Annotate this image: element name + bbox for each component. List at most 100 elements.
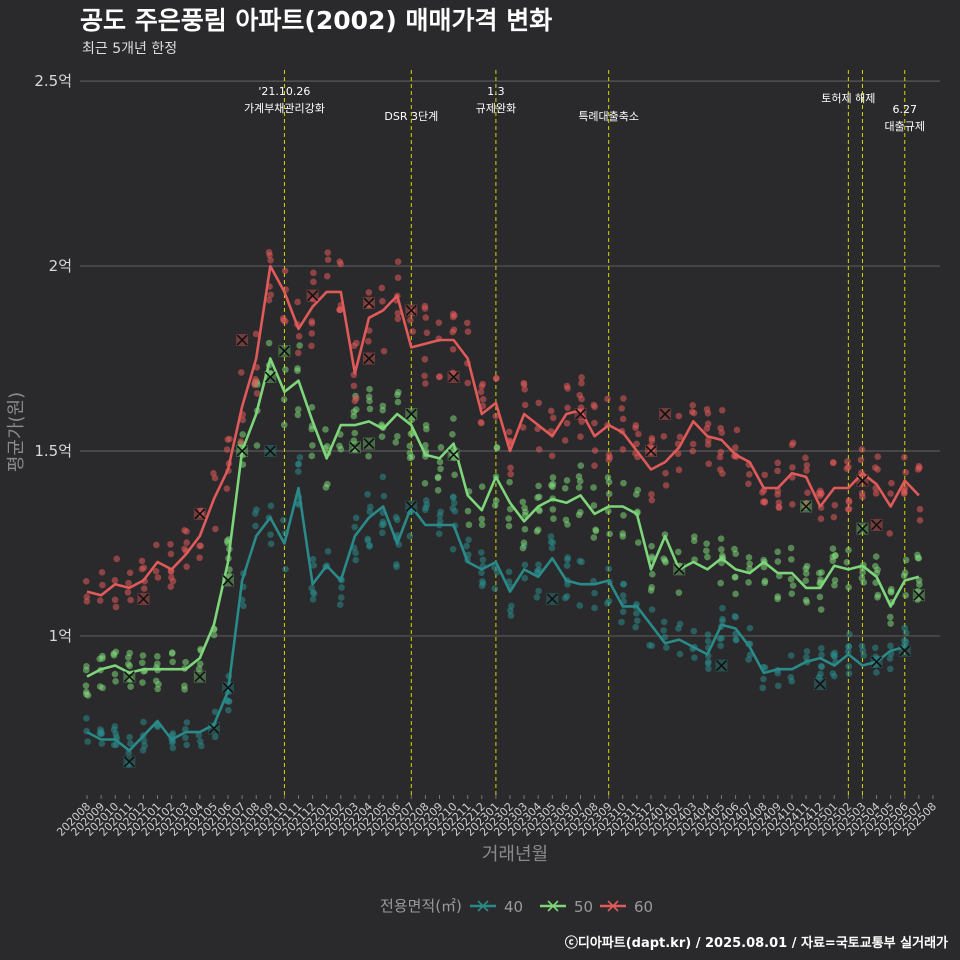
scatter-point xyxy=(845,584,852,591)
scatter-point xyxy=(253,442,261,449)
scatter-point xyxy=(746,624,754,632)
scatter-point xyxy=(308,318,316,325)
scatter-point xyxy=(127,596,134,604)
chart-title: 공도 주은풍림 아파트(2002) 매매가격 변화 xyxy=(80,6,552,35)
scatter-point xyxy=(844,458,851,465)
scatter-point xyxy=(774,467,781,475)
scatter-point xyxy=(732,636,740,643)
scatter-point xyxy=(561,594,569,602)
scatter-point xyxy=(717,535,725,543)
scatter-point xyxy=(478,549,485,556)
scatter-point xyxy=(901,637,908,644)
scatter-point xyxy=(591,419,598,427)
scatter-point xyxy=(196,542,203,550)
scatter-point xyxy=(900,572,908,579)
scatter-point xyxy=(831,652,838,660)
scatter-point xyxy=(802,577,810,584)
scatter-point xyxy=(716,453,724,461)
scatter-point xyxy=(422,504,430,511)
scatter-point xyxy=(126,733,133,741)
scatter-point xyxy=(296,342,303,349)
scatter-point xyxy=(393,563,400,571)
scatter-point xyxy=(465,521,473,529)
marker-x-40 xyxy=(208,722,220,734)
scatter-point xyxy=(138,565,146,573)
scatter-point xyxy=(407,430,415,438)
event-label: 가계부채관리강화 xyxy=(244,102,325,115)
event-label: 대출규제 xyxy=(885,120,925,133)
scatter-point xyxy=(802,565,810,572)
scatter-point xyxy=(689,402,697,409)
scatter-point xyxy=(195,731,203,739)
x-axis-title: 거래년월 xyxy=(482,844,548,865)
scatter-point xyxy=(802,454,809,462)
scatter-point xyxy=(267,257,274,264)
scatter-point xyxy=(393,516,401,524)
marker-x-60 xyxy=(363,352,375,365)
scatter-point xyxy=(803,467,810,474)
scatter-point xyxy=(169,658,176,666)
scatter-point xyxy=(308,404,316,411)
scatter-point xyxy=(251,381,259,389)
marker-x-40 xyxy=(264,445,276,457)
marker-x-50 xyxy=(856,523,869,535)
marker-x-60 xyxy=(856,475,869,487)
y-axis-title: 평균가(원) xyxy=(6,392,27,472)
scatter-point xyxy=(915,577,923,584)
scatter-point xyxy=(282,565,289,573)
scatter-point xyxy=(663,644,670,651)
scatter-point xyxy=(745,579,752,586)
scatter-point xyxy=(378,433,386,440)
scatter-point xyxy=(817,515,825,523)
scatter-point xyxy=(704,553,711,561)
scatter-point xyxy=(322,484,330,491)
scatter-point xyxy=(817,662,825,670)
scatter-point xyxy=(239,431,247,438)
scatter-point xyxy=(888,479,895,487)
scatter-point xyxy=(378,284,386,292)
scatter-point xyxy=(505,515,512,522)
scatter-point xyxy=(394,433,401,440)
scatter-point xyxy=(521,561,529,569)
scatter-point xyxy=(634,539,642,546)
scatter-point xyxy=(619,446,627,453)
scatter-point xyxy=(491,564,498,571)
scatter-point xyxy=(294,411,302,419)
scatter-point xyxy=(125,660,132,668)
scatter-point xyxy=(521,386,529,393)
scatter-point xyxy=(196,738,204,745)
scatter-point xyxy=(365,452,372,460)
scatter-point xyxy=(183,539,191,546)
scatter-point xyxy=(379,473,387,481)
series-line-60 xyxy=(86,264,920,597)
scatter-point xyxy=(648,491,655,498)
scatter-point xyxy=(493,444,501,452)
scatter-point xyxy=(437,444,445,451)
scatter-point xyxy=(704,441,712,448)
scatter-point xyxy=(520,539,528,546)
scatter-point xyxy=(831,582,838,589)
scatter-point xyxy=(760,563,768,571)
scatter-point xyxy=(464,379,472,387)
scatter-point xyxy=(900,490,908,497)
scatter-point xyxy=(112,603,120,611)
scatter-point xyxy=(605,478,613,486)
scatter-point xyxy=(759,489,766,496)
legend-marker-60 xyxy=(607,900,619,912)
scatter-point xyxy=(96,597,104,604)
scatter-point xyxy=(253,390,261,397)
scatter-point xyxy=(265,339,273,347)
scatter-point xyxy=(605,507,612,515)
scatter-point xyxy=(578,418,585,425)
scatter-point xyxy=(463,319,471,327)
scatter-point xyxy=(887,620,894,627)
scatter-point xyxy=(915,554,923,562)
scatter-point xyxy=(676,620,684,628)
marker-x-60 xyxy=(194,508,206,520)
scatter-point xyxy=(871,464,879,471)
scatter-point xyxy=(169,730,177,737)
scatter-point xyxy=(366,508,373,515)
legend-marker-50 xyxy=(547,900,559,912)
scatter-point xyxy=(211,708,219,716)
scatter-point xyxy=(310,562,318,569)
